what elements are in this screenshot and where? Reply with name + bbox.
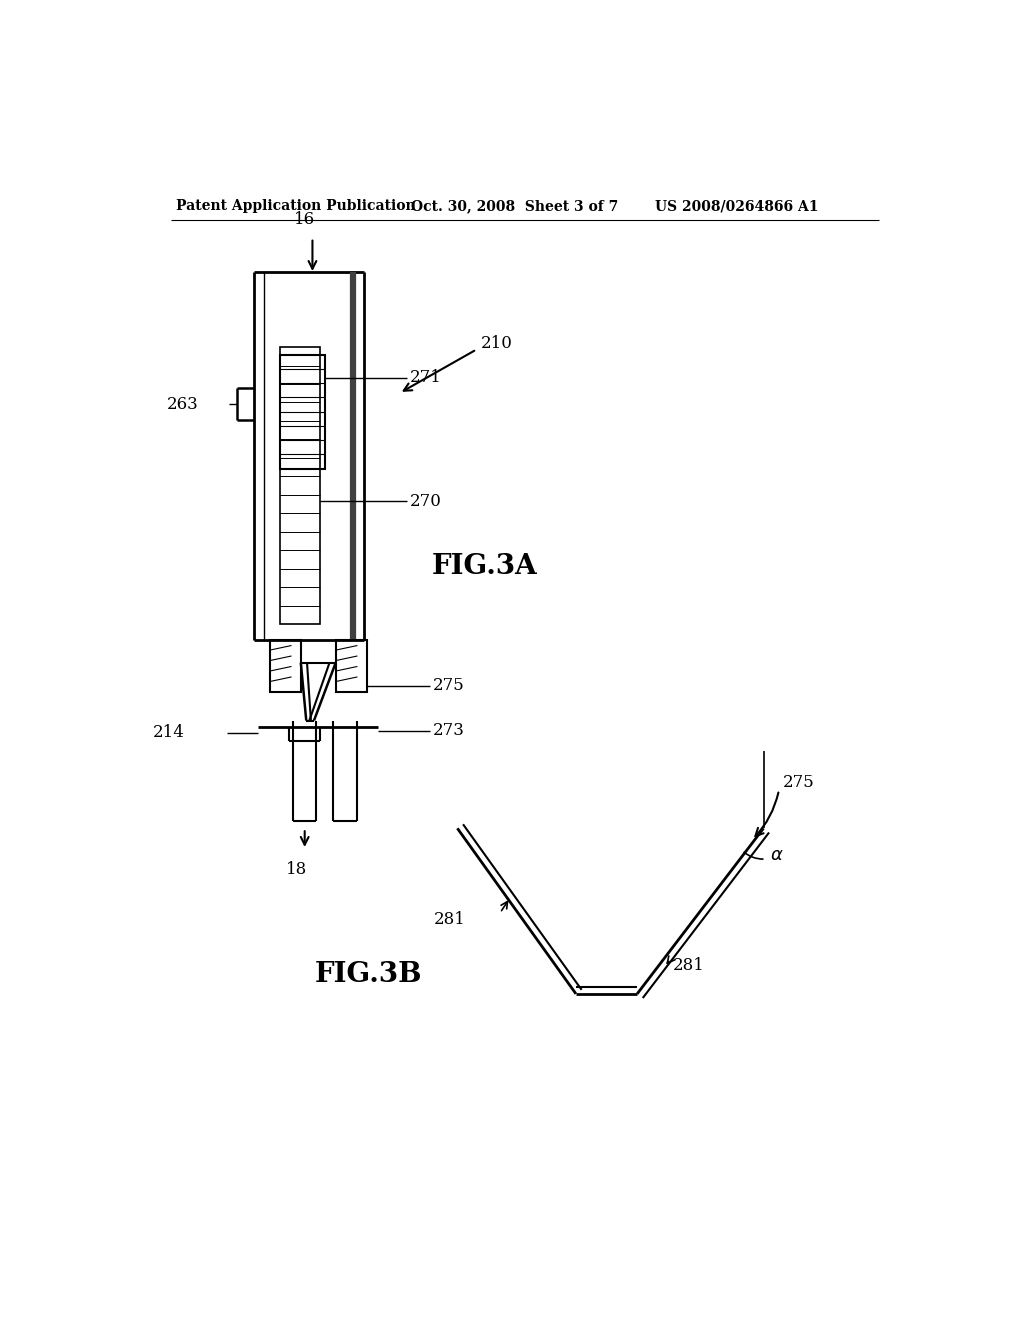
Bar: [270, 640, 301, 692]
Text: 273: 273: [432, 722, 465, 739]
Text: 275: 275: [432, 677, 464, 694]
Text: US 2008/0264866 A1: US 2008/0264866 A1: [655, 199, 818, 213]
Text: 263: 263: [167, 396, 199, 413]
Text: 18: 18: [287, 861, 307, 878]
Text: FIG.3A: FIG.3A: [432, 553, 538, 579]
Bar: [336, 640, 367, 692]
Text: 16: 16: [294, 211, 315, 227]
Text: 270: 270: [410, 492, 441, 510]
Text: 281: 281: [434, 911, 466, 928]
Bar: [280, 347, 321, 624]
Text: $\alpha$: $\alpha$: [770, 846, 783, 865]
Text: 271: 271: [410, 370, 441, 387]
Text: 281: 281: [673, 957, 705, 974]
Bar: [280, 355, 325, 469]
Text: 214: 214: [153, 725, 184, 742]
Text: Patent Application Publication: Patent Application Publication: [176, 199, 416, 213]
Text: 210: 210: [480, 335, 512, 351]
Text: Oct. 30, 2008  Sheet 3 of 7: Oct. 30, 2008 Sheet 3 of 7: [411, 199, 618, 213]
Text: 275: 275: [783, 774, 815, 791]
Text: FIG.3B: FIG.3B: [314, 961, 422, 989]
